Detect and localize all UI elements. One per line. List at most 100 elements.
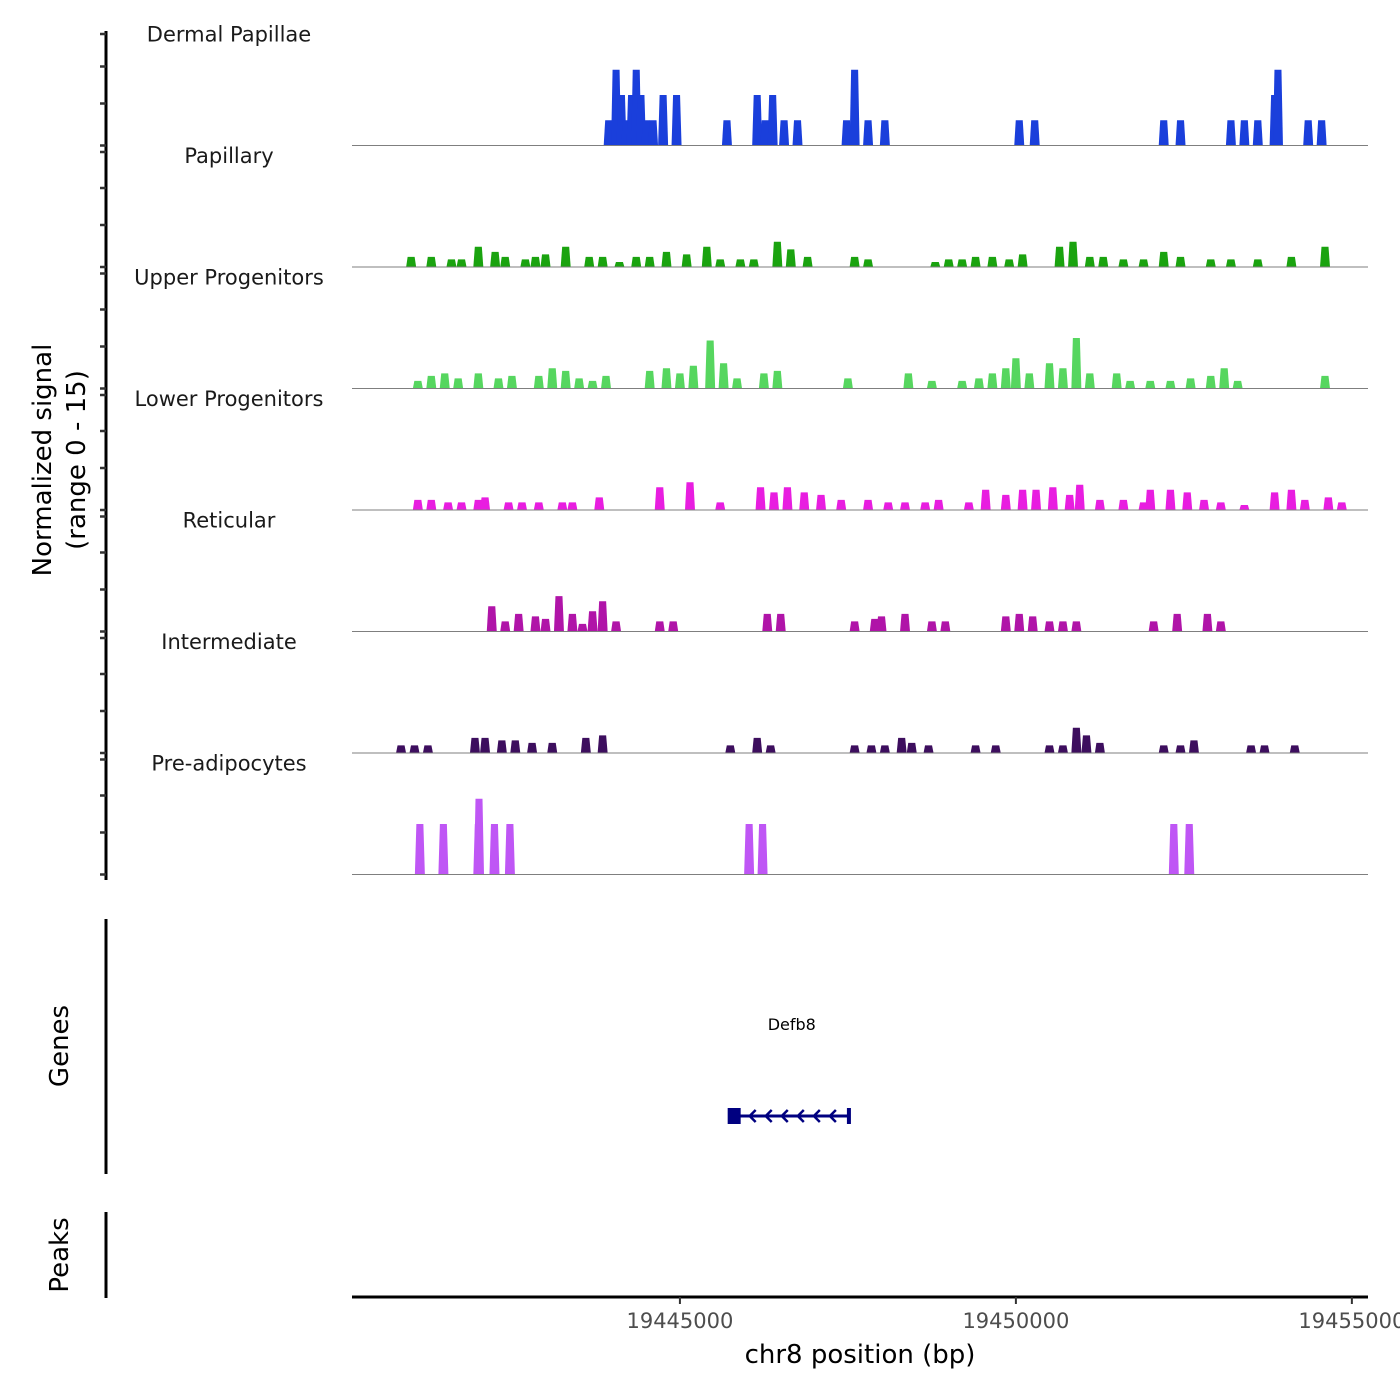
signal-peak	[688, 365, 699, 389]
gene-exon	[846, 1108, 851, 1124]
signal-peak	[1175, 256, 1186, 267]
signal-peak	[486, 606, 497, 632]
signal-peak	[1319, 246, 1330, 267]
strand-arrow-icon	[812, 1109, 821, 1123]
signal-peak	[1031, 489, 1042, 510]
signal-peak	[755, 487, 766, 510]
signal-peak	[752, 95, 763, 146]
signal-peak	[841, 120, 852, 146]
signal-peak	[587, 611, 598, 632]
signal-peak	[1014, 120, 1025, 146]
signal-peak	[752, 737, 763, 753]
signal-peak	[553, 596, 564, 632]
signal-peak	[1084, 373, 1095, 389]
signal-peak	[900, 502, 911, 510]
signal-peak	[1010, 358, 1021, 389]
signal-peak	[842, 378, 853, 389]
signal-peak	[1205, 375, 1216, 389]
signal-peak	[671, 95, 682, 146]
signal-peak	[1185, 378, 1196, 389]
signal-peak	[990, 745, 1001, 753]
signal-peak	[1094, 742, 1105, 753]
signal-peak	[1044, 621, 1055, 632]
signal-peak	[768, 492, 779, 510]
track-pre-adipocytes: Pre-adipocytes	[151, 751, 1368, 875]
track-reticular: Reticular	[183, 508, 1368, 632]
signal-peak	[765, 745, 776, 753]
strand-arrow-icon	[828, 1109, 837, 1123]
signal-peak	[503, 502, 514, 510]
signal-peak	[587, 380, 598, 389]
gene-defb8[interactable]: Defb8	[727, 1015, 851, 1124]
signal-peak	[863, 499, 874, 510]
signal-peak	[1024, 373, 1035, 389]
signal-peak	[473, 246, 484, 267]
signal-peak	[1215, 502, 1226, 510]
signal-peak	[758, 373, 769, 389]
signal-peak	[1044, 745, 1055, 753]
signal-peak	[772, 370, 783, 389]
signal-peak	[597, 735, 608, 753]
signal-peak	[648, 120, 659, 146]
track-label: Pre-adipocytes	[151, 751, 306, 775]
signal-peak	[920, 502, 931, 510]
signal-peak	[577, 623, 588, 632]
signal-peak	[779, 120, 790, 146]
signal-peak	[504, 824, 515, 875]
signal-peak	[1074, 484, 1085, 510]
signal-peak	[1138, 259, 1149, 267]
signal-peak	[1054, 246, 1065, 267]
signal-peak	[474, 798, 484, 875]
signal-peak	[1017, 254, 1028, 267]
signal-peak	[718, 363, 729, 389]
signal-peak	[772, 241, 783, 267]
signal-peak	[1269, 492, 1280, 510]
signal-peak	[480, 497, 491, 510]
signal-peak	[1259, 745, 1270, 753]
signal-peak	[1081, 735, 1092, 753]
signal-peak	[530, 256, 541, 267]
signal-peak	[1319, 375, 1330, 389]
signal-peak	[940, 621, 951, 632]
signal-peak	[674, 373, 685, 389]
signal-peak	[987, 373, 998, 389]
signal-peak	[1071, 621, 1082, 632]
signal-peak	[926, 621, 937, 632]
signal-peak	[496, 740, 507, 753]
signal-peak	[594, 497, 605, 510]
signal-peak	[732, 378, 743, 389]
signal-peak	[799, 492, 810, 510]
signal-peak	[792, 120, 803, 146]
signal-peak	[1252, 120, 1263, 146]
signal-peak	[879, 120, 890, 146]
signal-peak	[1286, 489, 1297, 510]
track-label: Upper Progenitors	[134, 265, 324, 289]
signal-peak	[715, 502, 726, 510]
signal-peak	[1246, 745, 1257, 753]
track-label: Intermediate	[161, 630, 297, 654]
signal-peak	[1000, 616, 1011, 632]
signal-peak	[1225, 259, 1236, 267]
track-label: Lower Progenitors	[135, 387, 324, 411]
signal-peak	[863, 259, 874, 267]
x-tick-label: 19455000	[1298, 1309, 1400, 1333]
signal-peak	[1068, 241, 1079, 267]
signal-peak	[446, 259, 457, 267]
signal-peak	[611, 621, 622, 632]
signal-peak	[1118, 499, 1129, 510]
y-axis-title: Normalized signal (range 0 - 15)	[28, 344, 92, 577]
signal-peak	[469, 737, 480, 753]
signal-peak	[644, 256, 655, 267]
signal-peak	[1158, 120, 1169, 146]
signal-peak	[896, 737, 907, 753]
signal-peak	[782, 487, 793, 510]
signal-peak	[1215, 621, 1226, 632]
signal-peak	[584, 256, 595, 267]
signal-peak	[849, 745, 860, 753]
signal-peak	[533, 502, 544, 510]
signal-peak	[735, 259, 746, 267]
x-axis-title: chr8 position (bp)	[745, 1340, 976, 1370]
signal-peak	[456, 502, 467, 510]
signal-peak	[1199, 499, 1210, 510]
